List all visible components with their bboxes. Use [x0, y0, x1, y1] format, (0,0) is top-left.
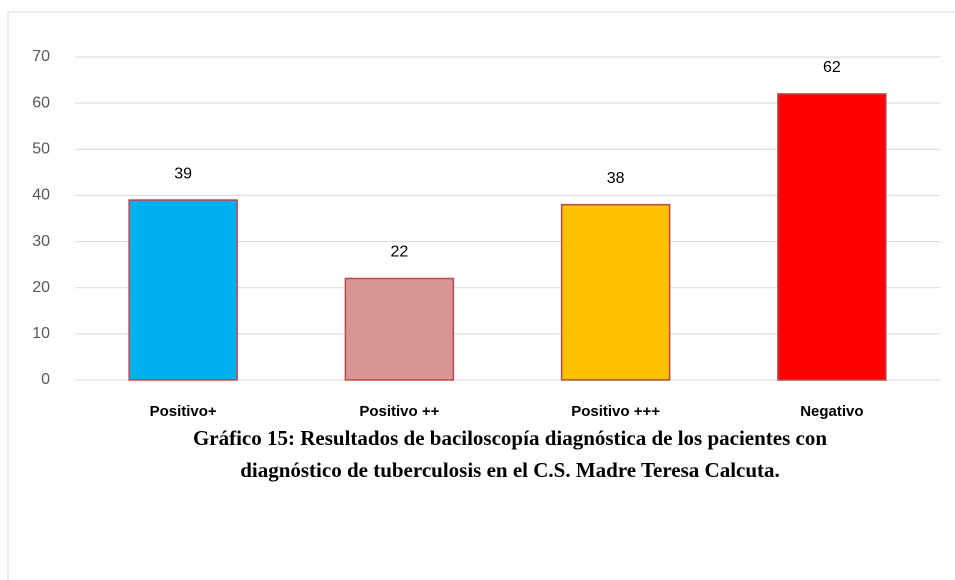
- chart-caption: Gráfico 15: Resultados de baciloscopía d…: [192, 426, 828, 482]
- y-tick-label: 50: [32, 141, 50, 158]
- x-tick-label: Negativo: [800, 403, 863, 420]
- y-tick-label: 30: [32, 233, 50, 250]
- x-tick-label: Positivo +++: [571, 403, 660, 420]
- x-tick-label: Positivo+: [150, 403, 217, 420]
- x-tick-label: Positivo ++: [359, 403, 439, 420]
- bar: [344, 277, 455, 381]
- value-label: 39: [174, 165, 192, 182]
- value-label: 62: [823, 59, 841, 76]
- value-label: 38: [607, 170, 625, 187]
- y-tick-label: 70: [32, 48, 50, 65]
- chart-frame: [7, 11, 955, 580]
- y-tick-label: 0: [41, 371, 50, 388]
- y-tick-label: 10: [32, 325, 50, 342]
- bar: [777, 93, 887, 381]
- y-tick-label: 20: [32, 279, 50, 296]
- bar: [560, 203, 671, 381]
- bar: [128, 199, 238, 381]
- y-tick-label: 60: [32, 94, 50, 111]
- value-label: 22: [390, 244, 408, 261]
- y-tick-label: 40: [32, 187, 50, 204]
